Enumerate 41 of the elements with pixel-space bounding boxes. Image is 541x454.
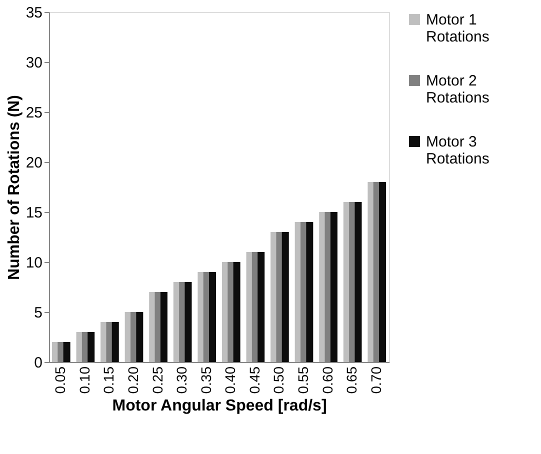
y-tick-label: 5 [34, 304, 42, 322]
x-axis-title: Motor Angular Speed [rad/s] [112, 398, 327, 415]
x-tick-label: 0.15 [100, 366, 117, 394]
x-tick-label: 0.40 [222, 366, 238, 394]
bar [354, 202, 362, 362]
bar [160, 292, 168, 362]
bar [282, 232, 289, 362]
x-tick-label: 0.60 [319, 366, 336, 394]
x-tick-label: 0.70 [368, 366, 384, 394]
x-tick-label: 0.35 [198, 366, 214, 394]
y-tick-label: 15 [26, 204, 42, 222]
y-tick-label: 0 [34, 354, 42, 372]
y-tick-label: 10 [26, 254, 42, 272]
x-tick-label: 0.10 [76, 366, 92, 394]
legend-label: Motor 2 Rotations [426, 72, 490, 106]
x-tick-label: 0.65 [344, 366, 360, 394]
bar [112, 322, 119, 362]
y-tick-label: 35 [26, 4, 42, 22]
x-tick-label: 0.05 [52, 366, 68, 394]
bar [233, 262, 240, 362]
bar [63, 342, 70, 362]
legend-label: Motor 1 Rotations [426, 12, 490, 46]
bar [136, 312, 144, 362]
bar [88, 332, 95, 362]
legend-label: Motor 3 Rotations [426, 134, 490, 168]
x-tick-label: 0.50 [270, 366, 287, 394]
x-tick-label: 0.45 [246, 366, 262, 394]
x-tick-label: 0.55 [295, 366, 311, 394]
y-axis-title: Number of Rotations (N) [6, 95, 23, 280]
x-tick-label: 0.20 [125, 366, 141, 394]
x-tick-label: 0.25 [149, 366, 166, 394]
y-tick-label: 20 [26, 154, 42, 172]
x-tick-label: 0.30 [174, 366, 190, 394]
bar [184, 282, 192, 362]
y-tick-label: 30 [26, 54, 42, 72]
bar [209, 272, 216, 362]
bar [330, 212, 338, 362]
bar [258, 252, 265, 362]
y-tick-label: 25 [26, 104, 42, 122]
bar [306, 222, 314, 362]
bar [379, 182, 386, 362]
